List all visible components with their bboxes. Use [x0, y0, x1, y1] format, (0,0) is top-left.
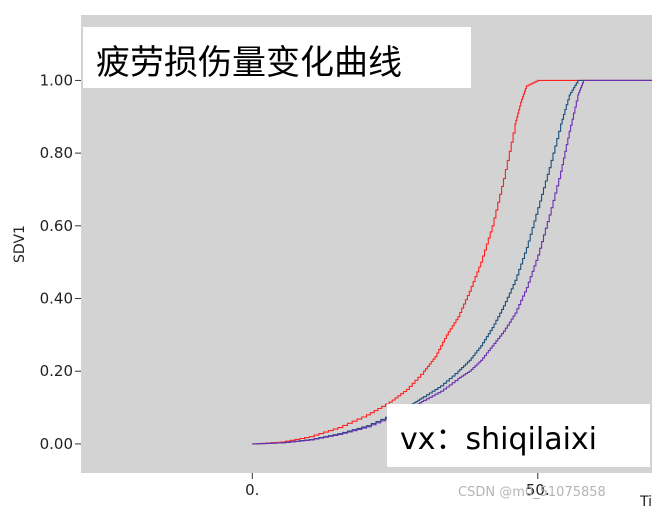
x-axis-label: Ti: [639, 494, 652, 509]
y-tick-label: 0.20: [40, 362, 73, 380]
y-axis-label: SDV1: [12, 225, 28, 263]
title-box: [83, 27, 471, 88]
title-box-text: 疲劳损伤量变化曲线: [96, 43, 402, 83]
watermark: CSDN @m0_51075858: [458, 485, 606, 500]
y-tick-label: 0.00: [40, 435, 73, 453]
series-line-1: [252, 79, 652, 445]
x-tick-label: 0.: [245, 481, 259, 499]
axes-layer: 0.00 0.20 0.40 0.60 0.80 1.00 0. 50. SDV1 Ti: [12, 71, 652, 510]
series-layer: [252, 79, 652, 445]
series-line-3: [252, 79, 652, 445]
overlay-layer: 疲劳损伤量变化曲线 vx：shiqilaixi CSDN @m0_5107585…: [83, 27, 650, 500]
x-tick-label: 50.: [526, 481, 550, 499]
plot-background: [81, 15, 652, 473]
y-tick-label: 0.40: [40, 290, 73, 308]
y-tick-label: 0.80: [40, 144, 73, 162]
series-line-2: [252, 79, 652, 445]
note-box-text: vx：shiqilaixi: [400, 422, 597, 457]
note-box: [387, 404, 650, 467]
y-tick-label: 1.00: [40, 71, 73, 89]
y-tick-label: 0.60: [40, 217, 73, 235]
